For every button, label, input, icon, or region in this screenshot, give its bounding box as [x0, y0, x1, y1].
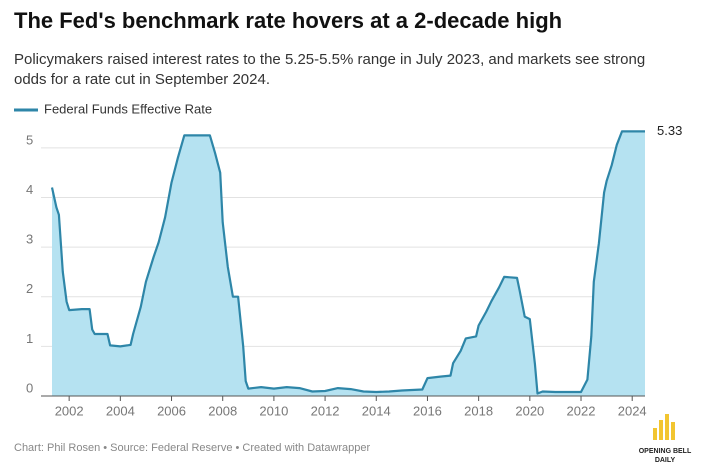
- y-tick-label: 2: [26, 281, 33, 296]
- x-tick-label: 2010: [259, 403, 288, 418]
- area-fill: [52, 131, 645, 396]
- logo-text: DAILY: [655, 457, 676, 464]
- x-tick-label: 2002: [55, 403, 84, 418]
- chart-title: The Fed's benchmark rate hovers at a 2-d…: [14, 8, 562, 33]
- x-tick-label: 2008: [208, 403, 237, 418]
- x-tick-label: 2016: [413, 403, 442, 418]
- logo-bar: [659, 420, 663, 440]
- logo-bar: [671, 422, 675, 440]
- legend-label: Federal Funds Effective Rate: [44, 101, 212, 116]
- x-tick-label: 2020: [515, 403, 544, 418]
- chart-subtitle: Policymakers raised interest rates to th…: [14, 51, 645, 68]
- chart-subtitle: odds for a rate cut in September 2024.: [14, 71, 270, 88]
- x-tick-label: 2024: [618, 403, 647, 418]
- x-tick-label: 2012: [311, 403, 340, 418]
- x-tick-label: 2014: [362, 403, 391, 418]
- x-tick-label: 2018: [464, 403, 493, 418]
- x-tick-label: 2004: [106, 403, 135, 418]
- x-tick-label: 2006: [157, 403, 186, 418]
- y-tick-label: 0: [26, 380, 33, 395]
- y-tick-label: 5: [26, 132, 33, 147]
- logo-bar: [665, 414, 669, 440]
- logo: OPENING BELL DAILY: [639, 414, 692, 464]
- y-tick-label: 1: [26, 331, 33, 346]
- logo-bar: [653, 428, 657, 440]
- y-tick-label: 3: [26, 232, 33, 247]
- end-label: 5.33: [657, 123, 682, 138]
- source-note: Chart: Phil Rosen • Source: Federal Rese…: [14, 442, 371, 454]
- x-tick-label: 2022: [567, 403, 596, 418]
- series-line: [50, 130, 645, 395]
- y-tick-label: 4: [26, 182, 33, 197]
- logo-text: OPENING BELL: [639, 448, 692, 455]
